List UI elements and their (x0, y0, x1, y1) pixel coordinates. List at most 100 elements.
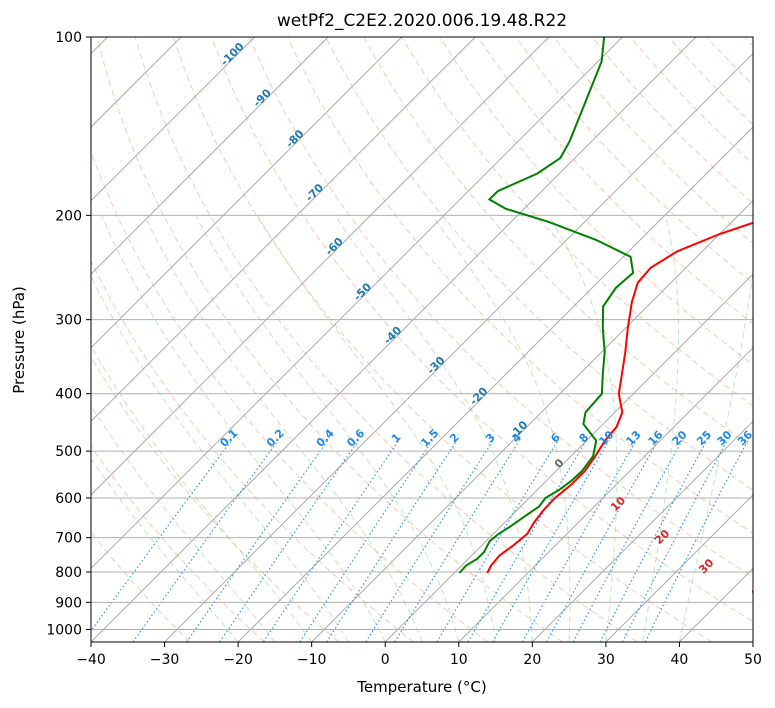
dry-adiabat-label: 40 (748, 581, 768, 601)
x-tick-label: 30 (597, 652, 615, 668)
isotherm-line (91, 37, 623, 570)
moist-adiabat (101, 215, 386, 642)
mixing-ratio-line (599, 440, 708, 642)
moist-adiabat (91, 458, 239, 642)
isotherm-line (458, 347, 753, 642)
mixing-ratio-line (572, 440, 683, 642)
isotherm-line (237, 126, 753, 642)
mixing-ratio-line (132, 440, 279, 642)
mixing-ratio-line (492, 440, 610, 642)
mixing-ratio-label: 25 (694, 428, 714, 448)
x-tick-label: −30 (150, 652, 180, 668)
mixing-ratio-line (365, 440, 494, 642)
isotherm-label: -40 (381, 324, 404, 347)
mixing-ratio-label: 0.2 (264, 427, 287, 450)
dry-adiabat (91, 445, 265, 642)
isotherm-label: -20 (467, 384, 490, 407)
y-tick-label: 400 (55, 387, 82, 403)
isotherm-label: -60 (323, 235, 346, 258)
dry-adiabat-label: 30 (696, 556, 716, 576)
x-tick-label: −40 (76, 652, 106, 668)
moist-adiabat (195, 215, 460, 642)
isotherm-line (91, 37, 476, 423)
dry-adiabat (91, 531, 191, 642)
dry-adiabat (515, 37, 753, 284)
plot-frame (90, 36, 754, 643)
dry-adiabat (667, 37, 753, 126)
x-tick-label: −20 (223, 652, 253, 668)
temperature-line (486, 221, 753, 574)
mixing-ratio-label: 16 (646, 428, 666, 448)
isotherm-label: -50 (351, 280, 374, 303)
isotherm-line (311, 199, 753, 642)
dry-adiabat (325, 37, 753, 491)
isotherm-line (91, 37, 329, 275)
moist-adiabat (91, 404, 276, 642)
x-tick-label: 10 (450, 652, 468, 668)
moist-adiabat (678, 268, 753, 642)
mixing-ratio-label: 2 (447, 431, 462, 446)
isotherm-line (91, 37, 256, 202)
isotherm-label: -70 (303, 181, 326, 204)
moist-adiabat (642, 215, 680, 642)
mixing-ratio-line (262, 440, 400, 642)
x-tick-label: −10 (297, 652, 327, 668)
mixing-ratio-label: 36 (735, 428, 755, 448)
mixing-ratio-line (394, 440, 520, 642)
dewpoint-line (458, 37, 635, 574)
dry-adiabat (91, 356, 340, 642)
y-tick-label: 800 (55, 565, 82, 581)
isotherm-line (91, 37, 403, 349)
x-axis-title: Temperature (°C) (356, 678, 486, 696)
mixing-ratio-line (546, 440, 659, 642)
dry-adiabat (553, 37, 753, 244)
mixing-ratio-label: 0.6 (344, 426, 367, 449)
moist-adiabat (91, 345, 313, 642)
isotherm-label: -30 (424, 354, 447, 377)
isotherm-line (384, 273, 753, 642)
dry-adiabat (705, 37, 753, 86)
mixing-ratio-label: 0.4 (314, 426, 337, 449)
isotherm-line (605, 494, 753, 642)
y-axis-title: Pressure (hPa) (10, 286, 28, 394)
y-tick-label: 1000 (46, 622, 82, 638)
y-tick-label: 100 (55, 30, 82, 46)
moist-adiabat (548, 215, 618, 642)
dry-adiabat-label: 0 (552, 456, 567, 471)
inline-labels: -100-90-80-70-60-50-40-30-20-100.1 0.2 0.4… (217, 40, 768, 601)
dry-adiabat (210, 37, 753, 623)
y-axis: 100 200 300 400 500 600 700 800 900 1000 (46, 30, 91, 638)
y-tick-label: 600 (55, 491, 82, 507)
mixing-ratio-line (219, 440, 359, 642)
dry-adiabat (91, 259, 414, 642)
mixing-ratio-label: 3 (483, 431, 498, 446)
mixing-ratio-line (644, 440, 749, 642)
dry-adiabat (591, 37, 753, 204)
isotherm-label: -90 (251, 86, 274, 109)
isotherm-line (531, 420, 753, 642)
mixing-ratio-line (91, 440, 232, 632)
dry-adiabat (91, 150, 489, 642)
y-tick-label: 300 (55, 313, 82, 329)
pressure-grid (91, 37, 753, 630)
mixing-ratio-line (299, 440, 433, 642)
background-lines (91, 37, 753, 642)
isotherm-line (679, 567, 753, 642)
isotherm-line (91, 37, 697, 642)
dry-adiabat-label: 10 (608, 494, 628, 514)
isotherm-label: -80 (283, 127, 306, 150)
dry-adiabat-label: 20 (652, 527, 672, 547)
mixing-ratio-label: 13 (624, 428, 644, 448)
isotherm-label: -100 (218, 40, 247, 69)
mixing-ratio-line (436, 440, 559, 642)
dry-adiabat (96, 37, 563, 642)
x-tick-label: 20 (523, 652, 541, 668)
mixing-ratio-line (467, 440, 587, 642)
dry-adiabat (248, 37, 753, 578)
x-tick-label: 50 (744, 652, 762, 668)
moist-adiabat (431, 215, 571, 642)
x-tick-label: 0 (381, 652, 390, 668)
dry-adiabat (287, 37, 753, 534)
mixing-ratio-label: 1 (389, 431, 404, 446)
y-tick-label: 700 (55, 531, 82, 547)
